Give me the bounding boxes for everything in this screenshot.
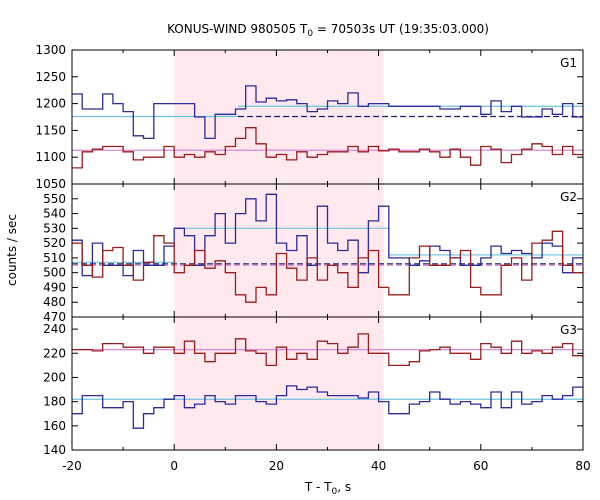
y-tick-label: 200	[43, 370, 66, 384]
chart-title-text: KONUS-WIND 980505 T	[167, 22, 308, 36]
y-tick-label: 1300	[35, 43, 66, 57]
x-tick-labels: -20 0 20 40 60 80	[62, 459, 590, 473]
y-tick-label: 1050	[35, 177, 66, 191]
chart-title-rest: = 70503s UT (19:35:03.000)	[313, 22, 489, 36]
panel-label: G1	[560, 56, 577, 70]
panel-frame	[71, 316, 584, 451]
y-tick-label: 550	[43, 192, 66, 206]
y-tick-label: 160	[43, 419, 66, 433]
x-tick-label: 20	[269, 459, 284, 473]
panel-lines	[72, 333, 583, 429]
x-tick-label: 80	[575, 459, 590, 473]
y-tick-label: 510	[43, 251, 66, 265]
chart-title: KONUS-WIND 980505 T0 = 70503s UT (19:35:…	[167, 22, 489, 39]
series-line	[72, 127, 583, 169]
y-tick-label: 1250	[35, 70, 66, 84]
x-axis-label-sub: 0	[332, 487, 338, 497]
x-tick-label: 60	[473, 459, 488, 473]
y-tick-label: 1150	[35, 123, 66, 137]
x-axis-label: T - T0, s	[304, 480, 351, 497]
y-tick-label: 140	[43, 443, 66, 457]
y-axis-label: counts / sec	[5, 214, 19, 286]
series-line	[72, 85, 583, 140]
x-tick-label: 40	[371, 459, 386, 473]
panel-label: G2	[560, 190, 577, 204]
x-tick-label: -20	[62, 459, 82, 473]
y-tick-label: 470	[43, 310, 66, 324]
y-tick-label: 1200	[35, 97, 66, 111]
panel-lines	[72, 193, 583, 303]
burst-interval-shade	[174, 50, 384, 450]
series-line	[72, 385, 583, 429]
y-tick-label: 1100	[35, 150, 66, 164]
shade-layer	[174, 50, 384, 450]
panel-label: G3	[560, 323, 577, 337]
y-tick-label: 520	[43, 236, 66, 250]
x-axis-label-text: T - T	[304, 480, 332, 494]
panels-layer: 1050 1100 1150 1200 1250 1300 G1 47048049050051…	[35, 43, 584, 457]
panel-g3: 140 160 180 200 220 240 G3	[43, 316, 584, 457]
series-line	[72, 193, 583, 277]
panel-lines	[72, 85, 583, 169]
panel-g1: 1050 1100 1150 1200 1250 1300 G1	[35, 43, 584, 191]
series-line	[72, 230, 583, 303]
y-tick-label: 540	[43, 207, 66, 221]
x-tick-label: 0	[170, 459, 178, 473]
y-tick-label: 530	[43, 221, 66, 235]
y-tick-label: 220	[43, 346, 66, 360]
series-line	[72, 333, 583, 367]
chart-title-sub: 0	[307, 29, 313, 39]
y-tick-label: 480	[43, 295, 66, 309]
y-tick-label: 500	[43, 266, 66, 280]
y-tick-label: 490	[43, 280, 66, 294]
y-tick-label: 240	[43, 322, 66, 336]
y-tick-label: 180	[43, 395, 66, 409]
x-axis-label-rest: , s	[337, 480, 351, 494]
